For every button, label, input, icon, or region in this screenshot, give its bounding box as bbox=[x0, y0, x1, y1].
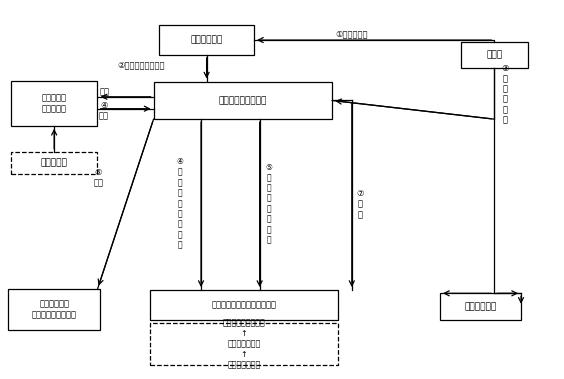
Text: ①書目の届出: ①書目の届出 bbox=[335, 30, 368, 39]
Text: 文部科学大臣: 文部科学大臣 bbox=[191, 36, 223, 45]
Text: （採択地区協議会）
↑
（選定委員会）
↑
（調　査　員）: （採択地区協議会） ↑ （選定委員会） ↑ （調 査 員） bbox=[223, 319, 266, 369]
Text: ⑥
開催: ⑥ 開催 bbox=[93, 168, 103, 188]
Text: 教科用図書
選定審議会: 教科用図書 選定審議会 bbox=[42, 94, 67, 113]
Text: ②教科書目録の送付: ②教科書目録の送付 bbox=[117, 61, 165, 70]
Text: ④
教
録
科
の
書
送
目
付: ④ 教 録 科 の 書 送 目 付 bbox=[177, 157, 184, 249]
Text: 国・私立学校: 国・私立学校 bbox=[464, 302, 496, 311]
Bar bbox=[8, 289, 100, 330]
Text: 発行者: 発行者 bbox=[486, 50, 503, 60]
Bar bbox=[151, 323, 338, 365]
Text: （調査員）: （調査員） bbox=[41, 159, 68, 168]
Text: 採択地区内市町村教育委員会: 採択地区内市町村教育委員会 bbox=[212, 301, 276, 309]
Text: ⑤
指
言
導
・
・
援
助: ⑤ 指 言 導 ・ ・ 援 助 bbox=[265, 163, 272, 244]
Bar bbox=[461, 42, 528, 68]
Text: ⑦
採
択: ⑦ 採 択 bbox=[356, 189, 364, 219]
Text: ③
見
本
の
送
付: ③ 見 本 の 送 付 bbox=[501, 64, 509, 125]
Text: 都道府県教育委員会: 都道府県教育委員会 bbox=[219, 96, 267, 105]
Text: 教科書展示会
（教科書センター）: 教科書展示会 （教科書センター） bbox=[32, 300, 77, 319]
Text: 諮問: 諮問 bbox=[100, 87, 110, 96]
Bar bbox=[440, 293, 521, 320]
Bar bbox=[153, 82, 332, 119]
Bar bbox=[11, 152, 98, 174]
Text: ④
答申: ④ 答申 bbox=[99, 101, 109, 121]
Bar bbox=[151, 290, 338, 320]
Bar bbox=[159, 25, 254, 55]
Bar bbox=[11, 81, 98, 126]
